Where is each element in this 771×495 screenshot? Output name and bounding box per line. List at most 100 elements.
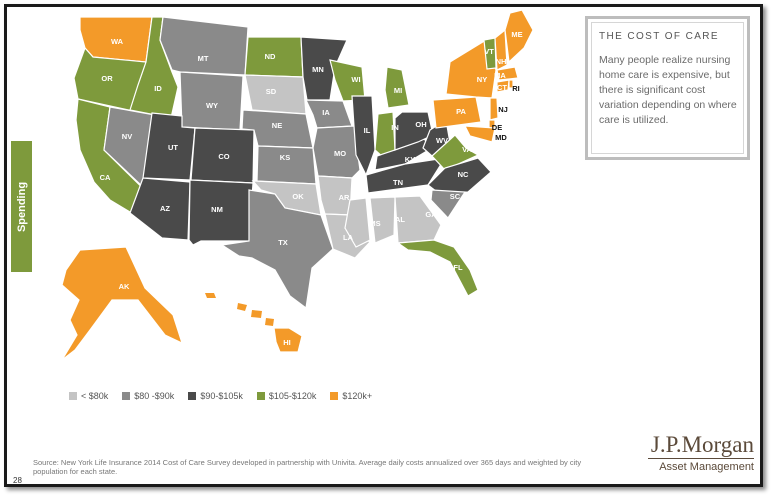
map-legend: < $80k $80 -$90k $90-$105k $105-$120k $1…: [69, 389, 386, 403]
legend-item: $90-$105k: [188, 391, 243, 401]
legend-swatch: [256, 392, 265, 400]
state-label-md: MD: [495, 133, 507, 142]
state-label-nc: NC: [458, 170, 469, 179]
state-label-ct: CT: [497, 83, 507, 92]
state-label-in: IN: [391, 123, 399, 132]
source-note: Source: New York Life Insurance 2014 Cos…: [33, 458, 582, 476]
state-tn: [365, 157, 447, 194]
state-label-ny: NY: [477, 75, 487, 84]
callout-inner-border: [591, 22, 744, 154]
legend-swatch: [69, 392, 77, 400]
hawaii-island: [251, 310, 262, 318]
section-tab: Spending: [11, 141, 32, 272]
state-fl: [396, 239, 479, 297]
legend-label: $90-$105k: [200, 391, 243, 401]
legend-label: $105-$120k: [268, 391, 317, 401]
state-label-nm: NM: [211, 205, 223, 214]
hawaii-island: [205, 293, 216, 298]
state-label-or: OR: [101, 74, 113, 83]
state-ga: [394, 195, 442, 244]
state-label-il: IL: [364, 126, 371, 135]
state-ak: [61, 246, 183, 361]
state-label-la: LA: [343, 233, 354, 242]
state-nm: [188, 179, 254, 246]
state-vt: [483, 37, 497, 70]
state-label-tn: TN: [393, 178, 403, 187]
state-label-ak: AK: [119, 282, 130, 291]
state-ma: [496, 66, 519, 81]
legend-label: $80 -$90k: [134, 391, 175, 401]
state-label-ca: CA: [100, 173, 111, 182]
state-md: [463, 125, 496, 143]
state-label-az: AZ: [160, 204, 170, 213]
state-label-fl: FL: [453, 263, 463, 272]
state-label-id: ID: [154, 84, 162, 93]
state-label-wa: WA: [111, 37, 124, 46]
state-sc: [430, 189, 467, 219]
legend-label: < $80k: [81, 391, 109, 401]
cost-of-care-callout: THE COST OF CARE Many people realize nur…: [585, 16, 750, 160]
state-label-ma: MA: [494, 71, 506, 80]
state-label-ut: UT: [168, 143, 178, 152]
state-label-wv: WV: [436, 136, 448, 145]
logo-subtitle: Asset Management: [659, 461, 754, 473]
callout-title: THE COST OF CARE: [599, 31, 720, 42]
state-label-de: DE: [492, 123, 502, 132]
legend-swatch: [188, 392, 197, 400]
state-me: [504, 9, 534, 64]
state-label-ky: KY: [405, 155, 415, 164]
state-mi: [384, 66, 410, 109]
state-label-vt: VT: [484, 47, 494, 56]
state-ks: [256, 145, 317, 185]
state-label-nj: NJ: [498, 105, 508, 114]
logo-name: J.P.Morgan: [650, 432, 754, 457]
state-label-hi: HI: [283, 338, 291, 347]
state-label-va: VA: [462, 145, 472, 154]
state-label-wy: WY: [206, 101, 218, 110]
state-label-wi: WI: [351, 75, 360, 84]
state-pa: [432, 96, 482, 129]
callout-body: Many people realize nursing home care is…: [599, 54, 737, 126]
state-label-al: AL: [395, 215, 405, 224]
state-label-nd: ND: [265, 52, 276, 61]
state-label-mo: MO: [334, 149, 346, 158]
hawaii-island: [237, 303, 247, 311]
legend-swatch: [330, 392, 339, 400]
state-label-mi: MI: [394, 86, 402, 95]
state-label-ks: KS: [280, 153, 290, 162]
page-number: 28: [13, 476, 22, 485]
state-label-tx: TX: [278, 238, 288, 247]
state-label-sd: SD: [266, 87, 277, 96]
state-hi: [273, 327, 303, 353]
state-label-me: ME: [511, 30, 522, 39]
state-label-ri: RI: [512, 84, 520, 93]
state-label-co: CO: [218, 152, 229, 161]
state-label-pa: PA: [456, 107, 466, 116]
state-label-ar: AR: [339, 193, 350, 202]
legend-swatch: [122, 392, 131, 400]
legend-item: $105-$120k: [256, 391, 317, 401]
state-oh: [394, 111, 434, 151]
state-al: [369, 196, 396, 244]
state-mt: [159, 16, 249, 76]
jpmorgan-logo: J.P.Morgan Asset Management: [640, 433, 754, 473]
state-label-sc: SC: [450, 192, 461, 201]
legend-item: $80 -$90k: [122, 391, 174, 401]
state-nj: [489, 97, 499, 121]
legend-label: $120k+: [342, 391, 373, 401]
state-label-nh: NH: [496, 57, 507, 66]
state-label-ne: NE: [272, 121, 282, 130]
state-va: [431, 134, 480, 171]
state-mn: [300, 36, 348, 101]
legend-item: < $80k: [69, 391, 108, 401]
legend-item: $120k+: [330, 391, 372, 401]
state-label-ia: IA: [322, 108, 330, 117]
state-label-mn: MN: [312, 65, 324, 74]
hawaii-island: [265, 318, 274, 326]
state-label-ok: OK: [292, 192, 304, 201]
state-ct: [496, 79, 510, 93]
state-label-ms: MS: [369, 219, 380, 228]
state-label-mt: MT: [198, 54, 209, 63]
state-nh: [494, 28, 508, 71]
